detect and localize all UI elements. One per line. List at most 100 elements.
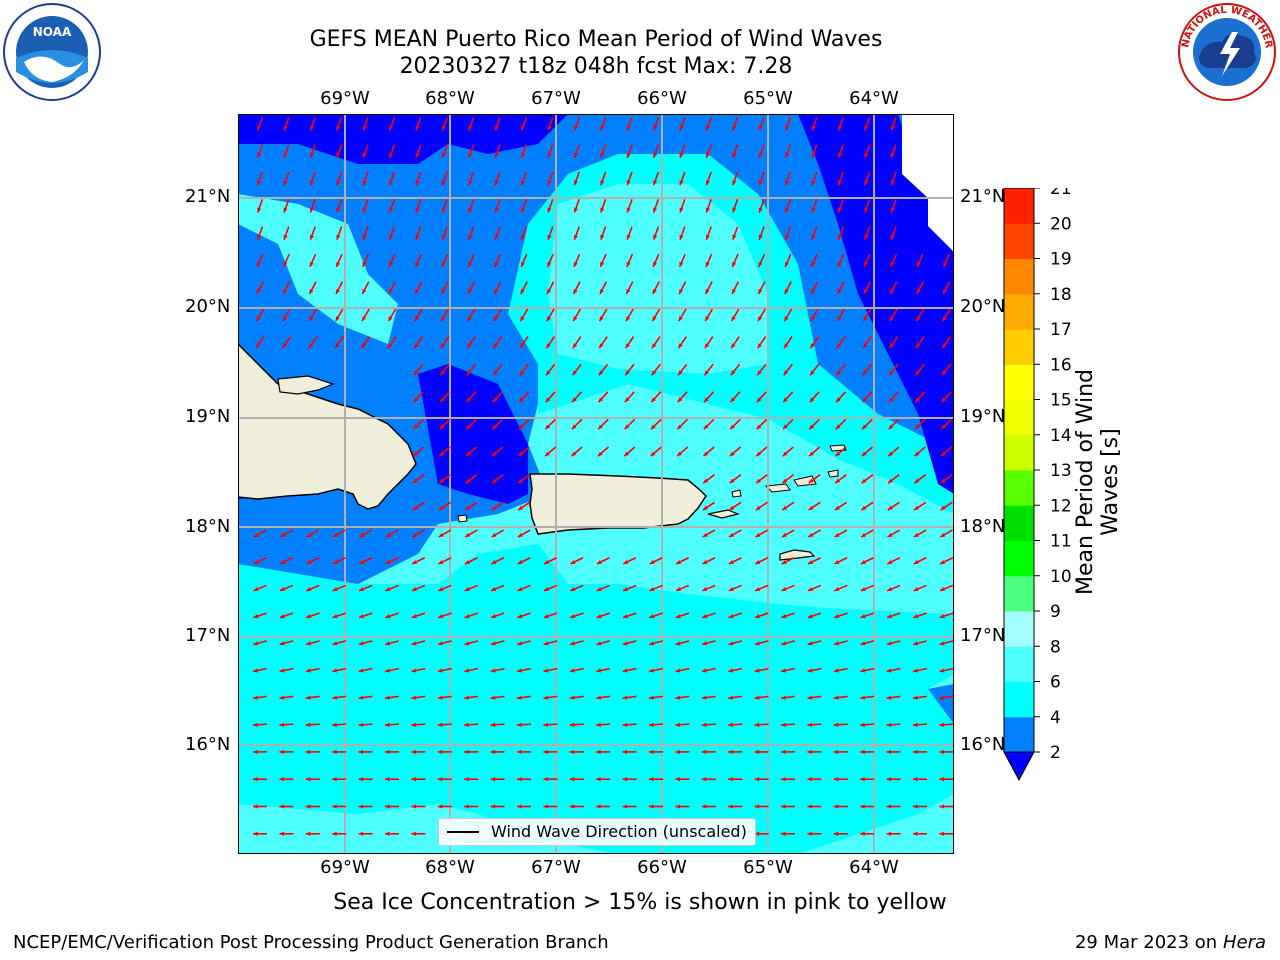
- colorbar-tick-label: 13: [1050, 461, 1072, 481]
- wind-arrow-head: [600, 180, 605, 186]
- wind-arrow-head: [440, 343, 446, 349]
- wind-arrow-head: [889, 343, 894, 349]
- wind-arrow-head: [731, 343, 736, 349]
- chart-title: GEFS MEAN Puerto Rico Mean Period of Win…: [309, 27, 883, 52]
- wind-arrow-head: [705, 261, 710, 267]
- wind-arrow-head: [835, 451, 841, 457]
- wind-arrow-head: [889, 370, 894, 376]
- wind-arrow-head: [886, 777, 892, 782]
- wind-arrow-head: [808, 505, 814, 511]
- wind-arrow-head: [336, 125, 341, 131]
- wind-arrow-head: [465, 451, 471, 457]
- wind-arrow-head: [622, 641, 628, 646]
- wind-arrow-head: [467, 316, 472, 322]
- wind-arrow-head: [755, 532, 761, 537]
- wind-arrow-head: [675, 641, 681, 646]
- wind-arrow-head: [596, 695, 602, 700]
- wind-arrow-head: [253, 559, 259, 564]
- wind-arrow-head: [728, 587, 734, 592]
- wind-arrow-head: [467, 343, 472, 349]
- wind-arrow-head: [332, 777, 337, 782]
- wind-arrow-head: [571, 424, 577, 430]
- wind-arrow-head: [491, 505, 497, 511]
- colorbar-tick-label: 17: [1050, 320, 1072, 340]
- wind-arrow-head: [939, 668, 945, 673]
- wind-arrow-head: [886, 668, 892, 673]
- colorbar-tick-label: 11: [1050, 532, 1072, 552]
- wind-arrow-head: [837, 180, 842, 186]
- no-data-ne-corner: [902, 114, 954, 252]
- wind-arrow-head: [573, 261, 578, 267]
- wind-arrow-head: [702, 559, 708, 564]
- wind-arrow-head: [305, 749, 311, 755]
- wind-arrow-head: [385, 831, 390, 836]
- wind-arrow-head: [811, 207, 816, 213]
- wind-arrow-head: [572, 397, 577, 403]
- wind-arrow-head: [306, 532, 312, 537]
- lon-label-bottom-68w: 68°W: [425, 857, 475, 878]
- wind-arrow-head: [494, 316, 499, 322]
- colorbar-tick-label: 14: [1050, 426, 1072, 446]
- wind-arrow-head: [652, 343, 657, 349]
- land-vieques: [707, 509, 740, 519]
- wind-arrow-head: [807, 614, 813, 619]
- colorbar-box: [1004, 716, 1034, 753]
- wind-arrow-head: [437, 749, 443, 755]
- wind-arrow-head: [913, 614, 919, 619]
- wind-arrow-head: [490, 749, 496, 755]
- wind-arrow-head: [728, 695, 734, 700]
- wind-arrow-head: [732, 152, 737, 158]
- wind-arrow-head: [675, 614, 681, 619]
- wind-arrow-head: [678, 370, 683, 376]
- wind-arrow-head: [702, 532, 708, 537]
- wind-arrow-head: [279, 587, 285, 592]
- wind-arrow-head: [785, 207, 790, 213]
- wind-arrow-head: [785, 234, 790, 240]
- colorbar-box: [1004, 188, 1034, 224]
- wind-arrow-head: [494, 125, 499, 131]
- wind-arrow-head: [649, 777, 654, 782]
- wind-arrow-head: [411, 695, 417, 700]
- wind-arrow-head: [939, 777, 944, 782]
- wind-arrow-head: [939, 641, 945, 646]
- wind-arrow-head: [440, 370, 445, 376]
- wind-arrow-head: [863, 316, 868, 322]
- wind-arrow-head: [464, 804, 469, 809]
- wind-arrow-head: [279, 804, 284, 809]
- wind-arrow-head: [388, 316, 393, 322]
- wind-arrow-head: [599, 343, 604, 349]
- wind-arrow-head: [731, 289, 736, 295]
- wind-arrow-head: [728, 804, 733, 809]
- wind-arrow-head: [359, 587, 365, 592]
- colorbar-box: [1004, 258, 1034, 295]
- wind-arrow-head: [385, 749, 390, 755]
- wind-arrow-head: [494, 180, 499, 186]
- wind-arrow-head: [784, 343, 789, 349]
- wind-arrow-head: [309, 261, 314, 267]
- wind-arrow-head: [306, 641, 311, 646]
- wind-arrow-head: [389, 234, 394, 240]
- wind-arrow-head: [701, 777, 707, 782]
- wind-arrow-head: [466, 370, 472, 376]
- wind-arrow-head: [517, 804, 522, 809]
- footer-date: 29 Mar 2023 on Hera: [1075, 932, 1266, 953]
- wind-arrow-head: [651, 370, 657, 376]
- wind-arrow-head: [622, 777, 628, 782]
- wind-arrow-head: [649, 695, 654, 700]
- wind-arrow-head: [521, 180, 526, 186]
- colorbar-box: [1004, 681, 1034, 718]
- wind-arrow-head: [942, 316, 947, 322]
- wind-arrow-head: [411, 804, 416, 809]
- wind-arrow-head: [570, 614, 576, 619]
- wind-arrow-head: [599, 289, 604, 295]
- wind-arrow-head: [782, 505, 788, 511]
- wind-arrow-head: [411, 831, 416, 836]
- colorbar-tick-label: 19: [1050, 250, 1072, 270]
- wind-arrow-head: [305, 831, 311, 836]
- wind-arrow-head: [914, 478, 920, 484]
- wind-arrow-head: [332, 695, 338, 700]
- wind-arrow-head: [622, 804, 628, 809]
- wind-arrow-head: [546, 370, 551, 376]
- wind-arrow-head: [649, 559, 655, 564]
- field-under-2s-north: [238, 114, 568, 164]
